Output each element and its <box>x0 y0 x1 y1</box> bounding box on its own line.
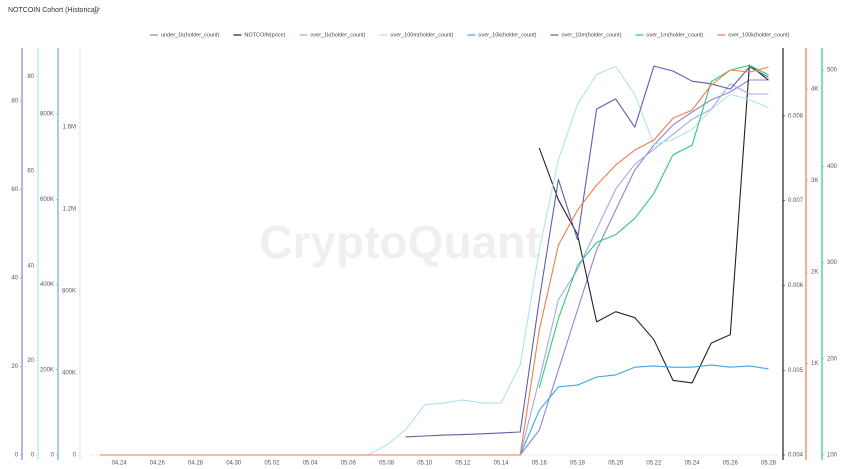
legend-label: over_100k(holder_count) <box>728 32 789 38</box>
x-tick-label: 05.08 <box>379 461 395 467</box>
y-tick-label: 0 <box>31 453 35 459</box>
series-line <box>100 66 769 456</box>
watermark: CryptoQuant <box>259 216 540 268</box>
x-tick-label: 04.26 <box>150 461 166 467</box>
x-tick-label: 05.24 <box>685 461 701 467</box>
y-tick-label: 300 <box>827 260 838 266</box>
x-tick-label: 05.10 <box>417 461 433 467</box>
x-tick-label: 05.06 <box>341 461 357 467</box>
y-tick-label: 1K <box>811 361 818 367</box>
legend-label: over_100m(holder_count) <box>390 32 453 38</box>
edit-icon[interactable] <box>93 7 101 15</box>
y-tick-label: 20 <box>27 358 34 364</box>
x-tick-label: 05.20 <box>608 461 624 467</box>
x-tick-label: 05.26 <box>723 461 739 467</box>
series-line <box>538 64 769 384</box>
legend-label: NOTCOIN(price) <box>244 32 285 38</box>
edit-icon-shape <box>93 7 101 15</box>
y-tick-label: 0 <box>51 453 55 459</box>
x-tick-label: 05.22 <box>646 461 662 467</box>
y-tick-label: 400K <box>40 282 54 288</box>
y-tick-label: 4K <box>811 87 818 93</box>
legend: under_1k(holder_count) NOTCOIN(price) over… <box>150 32 790 38</box>
x-tick-label: 05.16 <box>532 461 548 467</box>
y-tick-label: 0.008 <box>788 113 804 119</box>
y-tick-label: 80 <box>27 74 34 80</box>
legend-item[interactable]: over_1k(holder_count) <box>299 32 366 38</box>
y-tick-label: 3K <box>811 178 818 184</box>
legend-label: over_1m(holder_count) <box>646 32 703 38</box>
y-tick-label: 80 <box>11 99 18 105</box>
y-tick-label: 0.006 <box>788 283 804 289</box>
y-tick-label: 800K <box>62 289 76 295</box>
y-tick-label: 400 <box>827 164 838 170</box>
legend-label: over_10k(holder_count) <box>478 32 536 38</box>
legend-item[interactable]: over_10m(holder_count) <box>550 32 622 38</box>
legend-label: over_10m(holder_count) <box>561 32 621 38</box>
y-tick-label: 0.007 <box>788 198 804 204</box>
legend-item[interactable]: over_10k(holder_count) <box>467 32 537 38</box>
y-tick-label: 0 <box>73 453 77 459</box>
y-tick-label: 600K <box>40 197 54 203</box>
legend-item[interactable]: over_100m(holder_count) <box>379 32 454 38</box>
y-tick-label: 500 <box>827 68 838 74</box>
y-tick-label: 60 <box>11 187 18 193</box>
y-tick-label: 200 <box>827 356 838 362</box>
x-tick-label: 05.18 <box>570 461 586 467</box>
x-tick-label: 05.02 <box>264 461 280 467</box>
x-tick-label: 05.14 <box>494 461 510 467</box>
x-tick-label: 05.12 <box>455 461 471 467</box>
y-tick-label: 60 <box>27 169 34 175</box>
y-tick-label: 40 <box>27 263 34 269</box>
legend-item[interactable]: under_1k(holder_count) <box>150 32 220 38</box>
y-tick-label: 100 <box>827 453 838 459</box>
y-tick-label: 2K <box>811 270 818 276</box>
series-line <box>405 65 769 438</box>
y-tick-label: 200K <box>40 367 54 373</box>
y-tick-label: 0 <box>15 453 19 459</box>
x-tick-label: 04.30 <box>226 461 242 467</box>
x-tick-label: 04.24 <box>112 461 128 467</box>
y-tick-label: 1.6M <box>63 125 76 131</box>
legend-label: under_1k(holder_count) <box>161 32 220 38</box>
y-tick-label: 1.2M <box>63 207 76 213</box>
legend-label: over_1k(holder_count) <box>310 32 365 38</box>
x-tick-label: 05.04 <box>303 461 319 467</box>
y-tick-label: 800K <box>40 112 54 118</box>
x-tick-label: 04.28 <box>188 461 204 467</box>
y-tick-label: 20 <box>11 364 18 370</box>
y-tick-label: 400K <box>62 371 76 377</box>
chart-title: NOTCOIN Cohort (Historical) <box>8 7 99 14</box>
legend-item[interactable]: over_1m(holder_count) <box>635 32 703 38</box>
legend-item[interactable]: NOTCOIN(price) <box>233 32 286 38</box>
legend-item[interactable]: over_100k(holder_count) <box>717 32 790 38</box>
y-tick-label: 0.004 <box>788 453 804 459</box>
x-tick-label: 05.28 <box>761 461 777 467</box>
y-tick-label: 40 <box>11 276 18 282</box>
y-tick-label: 0.005 <box>788 368 804 374</box>
